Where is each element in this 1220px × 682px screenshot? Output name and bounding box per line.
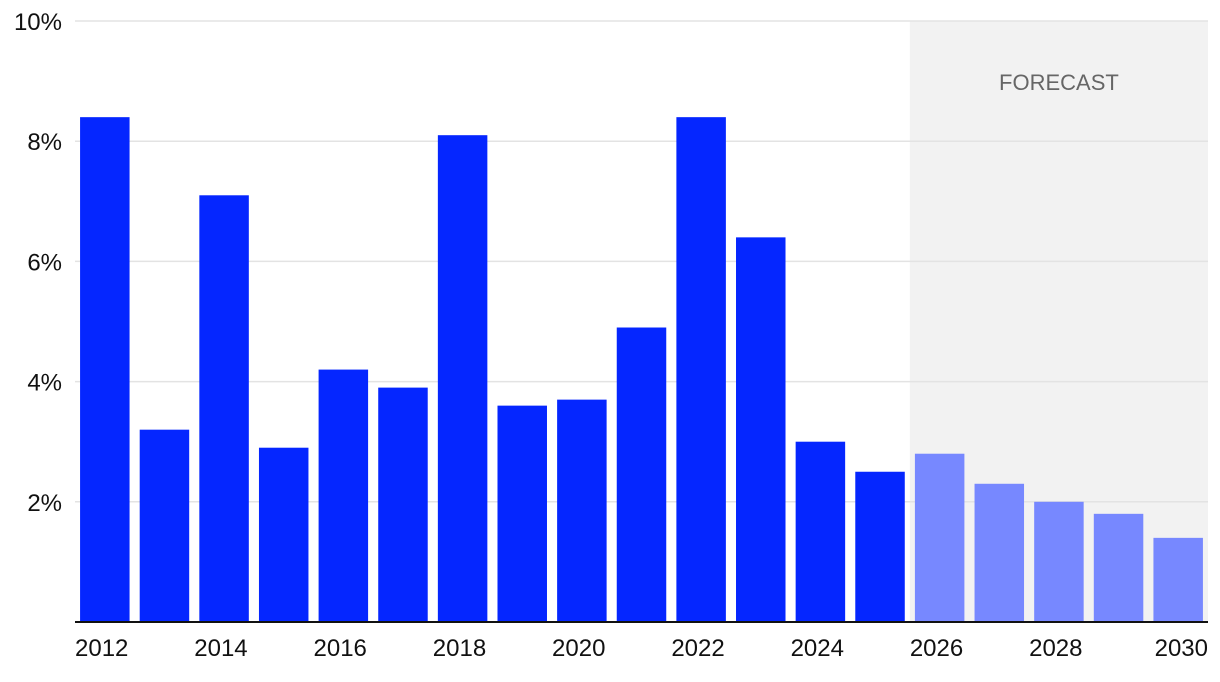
bar [378, 387, 428, 622]
x-tick-label: 2028 [1029, 635, 1082, 662]
x-tick-label: 2012 [75, 635, 128, 662]
bar [557, 399, 607, 622]
bar [258, 447, 309, 622]
x-tick-label: 2030 [1155, 635, 1208, 662]
forecast-bar [1034, 501, 1084, 622]
x-tick-label: 2026 [910, 635, 963, 662]
bar [736, 237, 786, 623]
forecast-bar [1153, 537, 1203, 622]
x-tick-label: 2022 [671, 635, 724, 662]
x-axis-tick-labels: 2012 2014 2016 2018 2020 2022 2024 2026 2028 2030 [75, 635, 1208, 662]
bar [616, 327, 667, 622]
bar [676, 117, 726, 622]
x-tick-label: 2016 [314, 635, 367, 662]
x-tick-label: 2020 [552, 635, 605, 662]
bars [80, 117, 1203, 623]
x-tick-label: 2018 [433, 635, 486, 662]
bar [199, 195, 249, 623]
forecast-label: FORECAST [999, 70, 1119, 95]
bar [139, 429, 190, 622]
bar [318, 369, 369, 622]
forecast-bar [1093, 513, 1144, 622]
y-tick-label: 2% [27, 490, 62, 517]
y-tick-label: 10% [14, 9, 62, 36]
bar [497, 405, 547, 622]
bar [437, 135, 488, 622]
x-tick-label: 2014 [194, 635, 247, 662]
forecast-bar [974, 483, 1025, 622]
y-tick-label: 6% [27, 249, 62, 276]
x-tick-label: 2024 [791, 635, 844, 662]
forecast-bar [914, 453, 965, 622]
bar [80, 117, 130, 622]
y-axis-tick-labels: 10% 8% 6% 4% 2% [14, 9, 62, 517]
bar [855, 471, 905, 622]
bar [795, 441, 846, 622]
y-tick-label: 8% [27, 129, 62, 156]
y-tick-label: 4% [27, 370, 62, 397]
